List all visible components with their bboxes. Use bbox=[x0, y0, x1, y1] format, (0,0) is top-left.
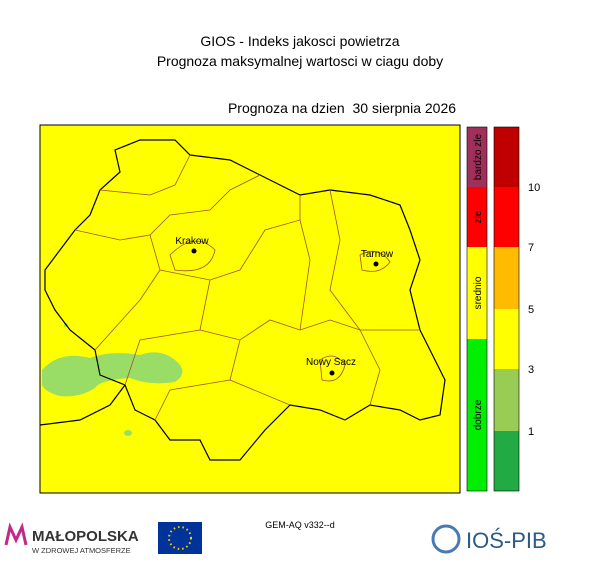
scale-swatch bbox=[494, 187, 519, 247]
city-label: Nowy Sacz bbox=[306, 357, 356, 368]
city-dot bbox=[191, 248, 197, 254]
district-borders bbox=[74, 154, 420, 421]
scale-swatch bbox=[494, 431, 519, 491]
model-label: GEM-AQ v332--d bbox=[265, 520, 335, 530]
country-border bbox=[39, 384, 126, 426]
scale-label: 5 bbox=[528, 304, 534, 316]
city-label: Krakow bbox=[175, 236, 209, 247]
logo-left-tagline: W ZDROWEJ ATMOSFERZE bbox=[32, 546, 131, 555]
category-swatch bbox=[467, 247, 487, 339]
subtitle: Prognoza maksymalnej wartosci w ciagu do… bbox=[157, 53, 443, 69]
color-scale: 10 7 5 3 1 bbox=[493, 126, 540, 492]
category-swatch bbox=[467, 339, 487, 491]
footer: MAŁOPOLSKA W ZDROWEJ ATMOSFERZE GEM-AQ v… bbox=[4, 520, 547, 555]
title: GIOS - Indeks jakosci powietrza bbox=[200, 33, 399, 49]
category-swatch bbox=[467, 127, 487, 187]
scale-label: 10 bbox=[528, 182, 540, 194]
scale-swatch bbox=[494, 369, 519, 431]
logo-left: MAŁOPOLSKA bbox=[32, 528, 139, 545]
logo-right: IOŚ-PIB bbox=[466, 528, 547, 553]
category-label: zle bbox=[473, 210, 484, 223]
scale-swatch bbox=[494, 247, 519, 309]
logo-mark bbox=[4, 522, 28, 546]
category-label: srednio bbox=[473, 276, 484, 309]
category-frame bbox=[466, 126, 488, 492]
eu-stars bbox=[168, 526, 192, 550]
scale-label: 3 bbox=[528, 364, 534, 376]
category-swatch bbox=[467, 187, 487, 247]
city-dot bbox=[373, 261, 379, 267]
map-frame bbox=[39, 124, 461, 494]
city-dot bbox=[329, 370, 335, 376]
city-label: Tarnow bbox=[361, 249, 394, 260]
green-patches bbox=[42, 323, 183, 436]
scale-frame bbox=[493, 126, 520, 492]
region-border bbox=[44, 139, 446, 461]
scale-label: 7 bbox=[528, 242, 534, 254]
category-label: bardzo zle bbox=[473, 133, 484, 180]
ios-logo-mark bbox=[431, 524, 461, 554]
category-label: dobrze bbox=[473, 399, 484, 430]
eu-life-logo bbox=[158, 522, 202, 554]
cities: Krakow Tarnow Nowy Sacz bbox=[175, 236, 394, 376]
map: Krakow Tarnow Nowy Sacz bbox=[39, 124, 461, 494]
forecast-date: Prognoza na dzien 30 sierpnia 2026 bbox=[228, 100, 456, 116]
scale-swatch bbox=[494, 309, 519, 369]
scale-label: 1 bbox=[528, 426, 534, 438]
scale-swatch bbox=[494, 127, 519, 187]
category-legend: bardzo zle zle srednio dobrze bbox=[466, 126, 488, 492]
